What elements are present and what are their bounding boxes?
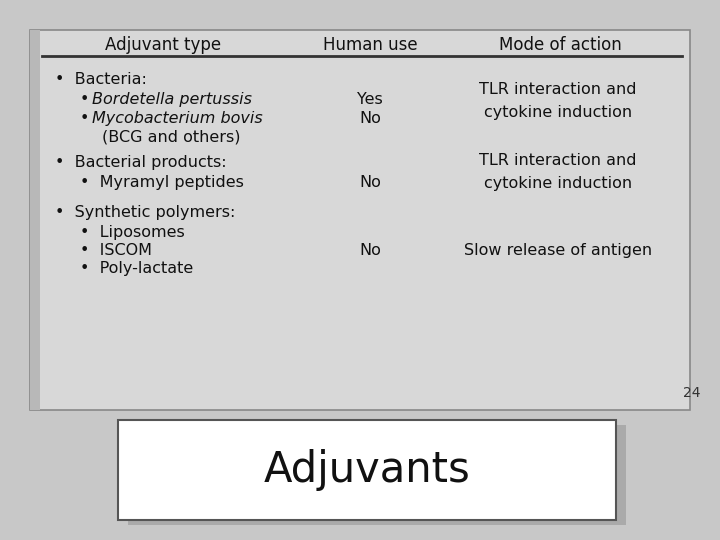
- Text: Adjuvant type: Adjuvant type: [105, 36, 221, 54]
- Text: •  Bacterial products:: • Bacterial products:: [55, 155, 227, 170]
- Text: TLR interaction and
cytokine induction: TLR interaction and cytokine induction: [480, 153, 636, 191]
- Text: Human use: Human use: [323, 36, 418, 54]
- Text: Bordetella pertussis: Bordetella pertussis: [92, 92, 252, 107]
- Text: •  Bacteria:: • Bacteria:: [55, 72, 147, 87]
- FancyBboxPatch shape: [30, 30, 690, 410]
- Text: •: •: [80, 92, 89, 107]
- Bar: [30, 30, 40, 410]
- Text: Slow release of antigen: Slow release of antigen: [464, 243, 652, 258]
- Text: •  ISCOM: • ISCOM: [80, 243, 152, 258]
- Text: 24: 24: [683, 386, 700, 400]
- Text: Adjuvants: Adjuvants: [264, 449, 470, 491]
- Text: •  Synthetic polymers:: • Synthetic polymers:: [55, 205, 235, 220]
- Text: TLR interaction and
cytokine induction: TLR interaction and cytokine induction: [480, 83, 636, 119]
- Text: •  Liposomes: • Liposomes: [80, 225, 185, 240]
- Text: No: No: [359, 243, 381, 258]
- Text: (BCG and others): (BCG and others): [102, 129, 240, 144]
- Text: •  Myramyl peptides: • Myramyl peptides: [80, 175, 244, 190]
- FancyBboxPatch shape: [118, 420, 616, 520]
- Text: Mycobacterium bovis: Mycobacterium bovis: [92, 111, 263, 126]
- Text: Mode of action: Mode of action: [499, 36, 621, 54]
- Text: Yes: Yes: [357, 92, 383, 107]
- Text: No: No: [359, 175, 381, 190]
- FancyBboxPatch shape: [128, 425, 626, 525]
- Text: •: •: [80, 111, 89, 126]
- Text: •  Poly-lactate: • Poly-lactate: [80, 261, 193, 276]
- Text: No: No: [359, 111, 381, 126]
